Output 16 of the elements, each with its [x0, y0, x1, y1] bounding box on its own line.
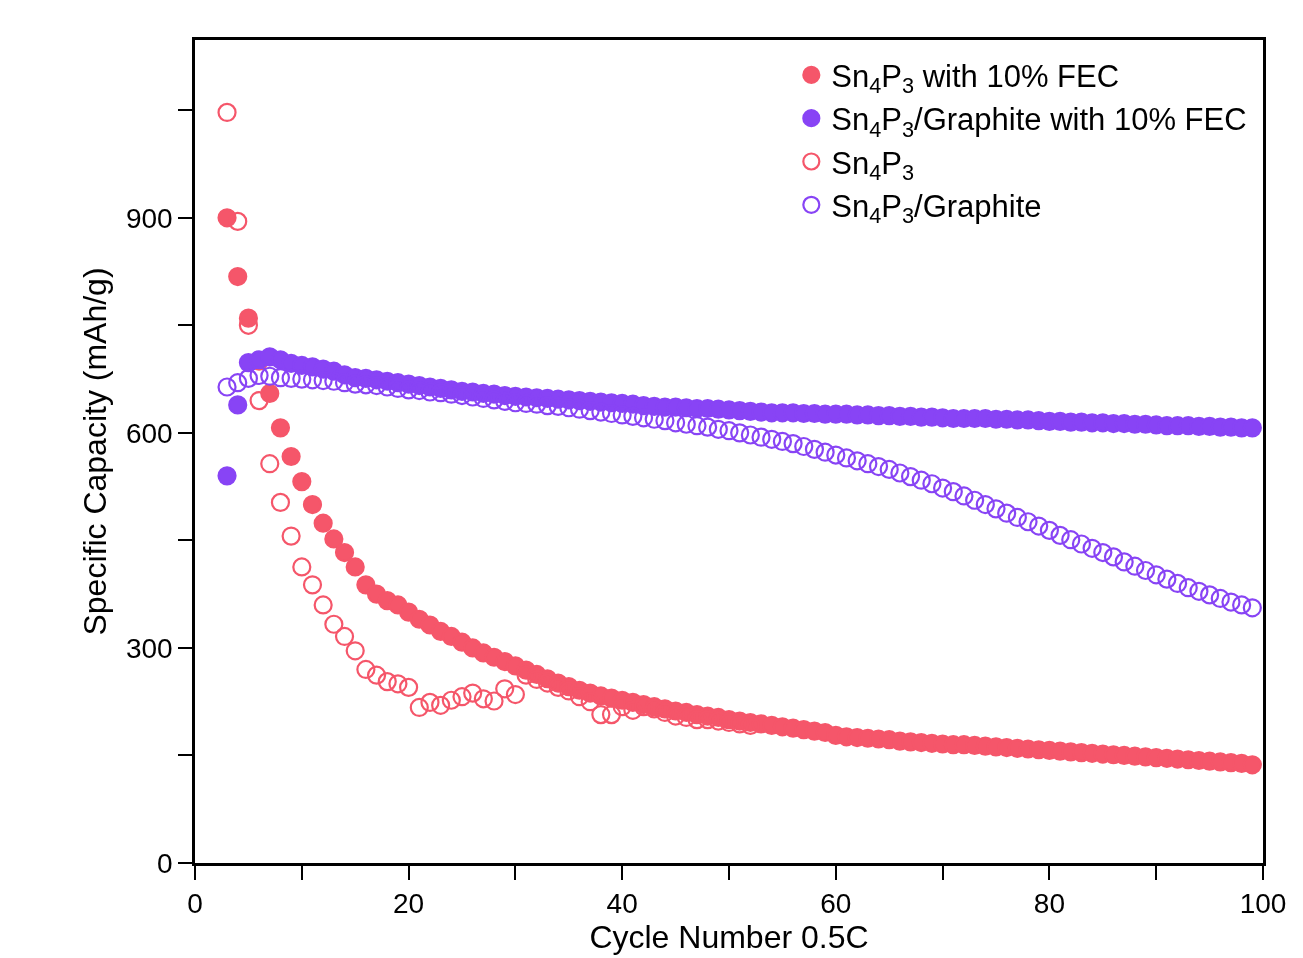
- legend-label: Sn$_{4}$P$_{3}$ with 10% FEC: [831, 58, 1120, 99]
- legend-label: Sn$_{4}$P$_{3}$: [831, 145, 915, 186]
- x-axis-title: Cycle Number 0.5C: [589, 919, 869, 956]
- x-tick-label: 0: [187, 888, 203, 920]
- y-axis-title: Specific Capacity (mAh/g): [77, 267, 114, 636]
- x-tick-label: 40: [606, 888, 638, 920]
- y-tick-label: 600: [125, 417, 173, 449]
- x-tick-label: 100: [1239, 888, 1287, 920]
- y-tick-label: 900: [125, 202, 173, 234]
- y-tick-label: 0: [157, 847, 173, 879]
- x-tick-label: 60: [820, 888, 852, 920]
- legend-label: Sn$_{4}$P$_{3}$/Graphite with 10% FEC: [831, 102, 1247, 142]
- x-tick-label: 20: [393, 888, 425, 920]
- y-tick-label: 300: [125, 632, 173, 664]
- x-tick-label: 80: [1033, 888, 1065, 920]
- legend-label: Sn$_{4}$P$_{3}$/Graphite: [831, 188, 1042, 229]
